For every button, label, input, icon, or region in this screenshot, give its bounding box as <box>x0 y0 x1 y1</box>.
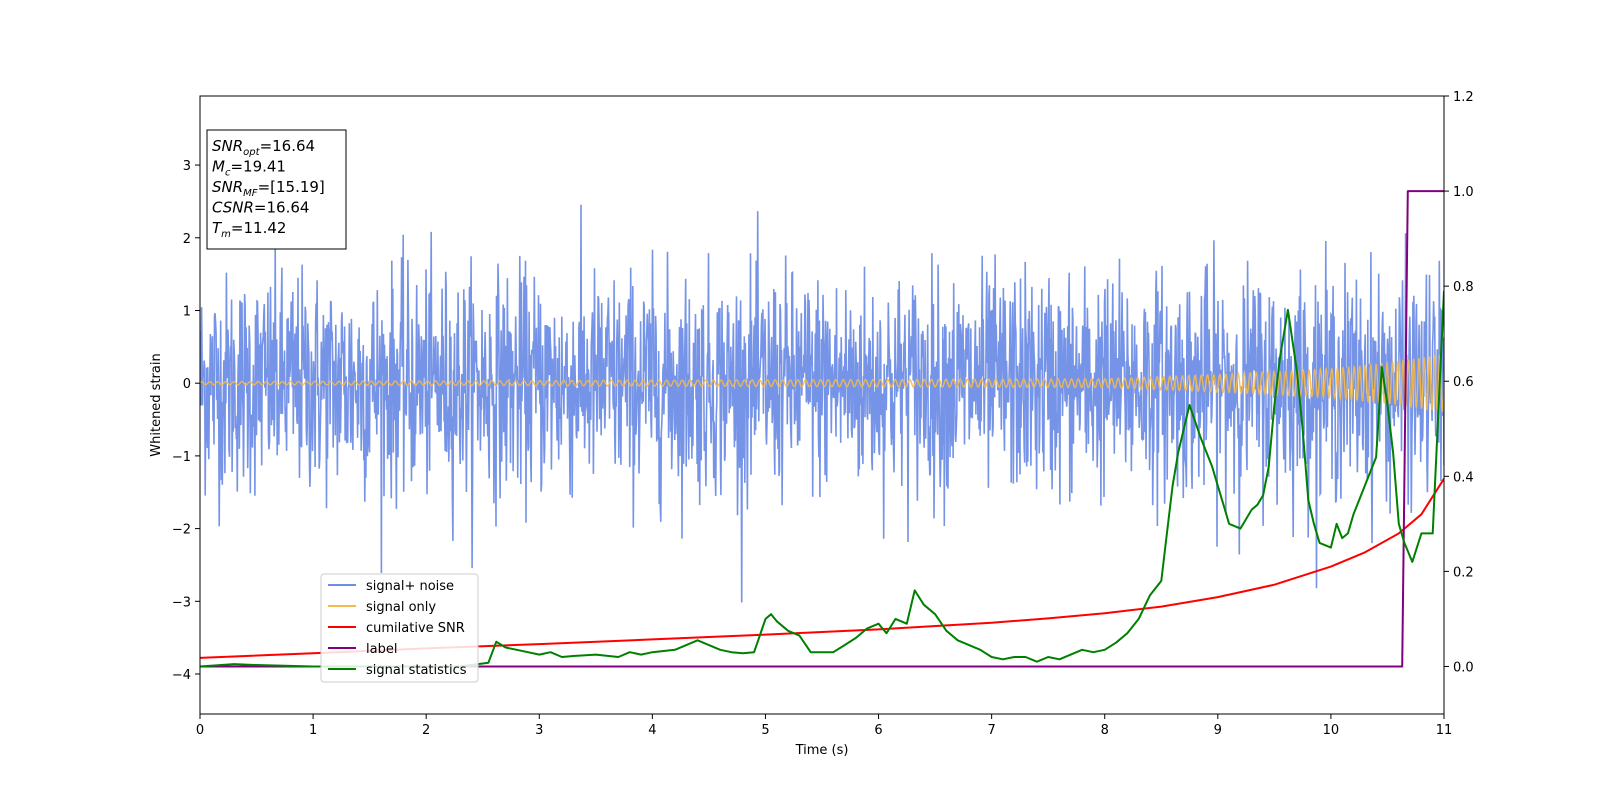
x-tick-label: 7 <box>987 723 995 738</box>
signal-only-series <box>200 353 1444 413</box>
x-tick-label: 3 <box>535 723 543 738</box>
legend-item: signal statistics <box>328 663 467 678</box>
y2-tick-label: 0.4 <box>1453 470 1474 485</box>
x-tick-label: 9 <box>1214 723 1222 738</box>
x-tick-label: 5 <box>761 723 769 738</box>
cumulative-snr-line <box>200 478 1444 659</box>
legend: signal+ noise signal only cumilative SNR la… <box>320 573 479 683</box>
y2-tick-label: 0.2 <box>1453 565 1474 580</box>
x-tick-label: 6 <box>874 723 882 738</box>
y2-tick-label: 0.8 <box>1453 280 1474 295</box>
x-axis-ticks: 0 1 2 3 4 5 6 7 8 9 10 11 <box>196 714 1452 738</box>
y-tick-label: 3 <box>183 159 191 174</box>
annotation-line: Mc=19.41 <box>212 158 286 179</box>
legend-item: cumilative SNR <box>328 621 465 636</box>
y2-axis-ticks: 0.0 0.2 0.4 0.6 0.8 1.0 1.2 <box>1444 90 1474 675</box>
x-tick-label: 1 <box>309 723 317 738</box>
y-tick-label: −3 <box>172 595 191 610</box>
annotation-line: Tm=11.42 <box>212 219 286 240</box>
annotation-box: SNRopt=16.64Mc=19.41SNRMF=[15.19]CSNR=16… <box>206 129 347 250</box>
legend-label: signal only <box>366 600 436 615</box>
annotation-line: SNRMF=[15.19] <box>212 178 325 199</box>
legend-item: signal only <box>328 600 436 615</box>
x-tick-label: 4 <box>648 723 656 738</box>
y-axis-label: Whitened strain <box>149 353 164 456</box>
annotation-line: SNRopt=16.64 <box>212 137 315 158</box>
legend-item: label <box>328 642 397 657</box>
y2-tick-label: 0.0 <box>1453 660 1474 675</box>
signal-noise-series <box>200 204 1444 603</box>
y-tick-label: 2 <box>183 232 191 247</box>
plot-frame <box>199 95 1445 715</box>
y-tick-label: −4 <box>172 668 191 683</box>
y2-tick-label: 1.2 <box>1453 90 1474 105</box>
legend-label: cumilative SNR <box>366 621 465 636</box>
y2-tick-label: 1.0 <box>1453 185 1474 200</box>
x-tick-label: 8 <box>1101 723 1109 738</box>
x-tick-label: 10 <box>1323 723 1340 738</box>
label-line <box>200 190 1444 668</box>
x-axis-label: Time (s) <box>795 743 849 758</box>
legend-item: signal+ noise <box>328 579 454 594</box>
y-tick-label: 1 <box>183 304 191 319</box>
legend-label: signal statistics <box>366 663 467 678</box>
x-tick-label: 2 <box>422 723 430 738</box>
signal-only-line <box>200 353 1444 413</box>
x-tick-label: 11 <box>1436 723 1453 738</box>
right-axis-series <box>200 190 1444 668</box>
signal-statistics-line <box>200 290 1444 668</box>
y-tick-label: −1 <box>172 450 191 465</box>
x-tick-label: 0 <box>196 723 204 738</box>
legend-label: signal+ noise <box>366 579 454 594</box>
legend-label: label <box>366 642 397 657</box>
annotation-line: CSNR=16.64 <box>212 199 309 217</box>
y-tick-label: 0 <box>183 377 191 392</box>
y2-tick-label: 0.6 <box>1453 375 1474 390</box>
y-axis-ticks: −4 −3 −2 −1 0 1 2 3 <box>172 159 200 683</box>
signal-noise-line <box>200 204 1444 603</box>
y-tick-label: −2 <box>172 523 191 538</box>
